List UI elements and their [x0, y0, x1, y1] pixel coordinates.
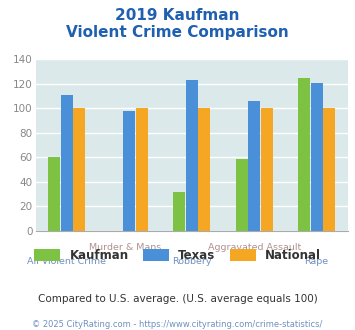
Bar [186, 80, 198, 231]
Text: Aggravated Assault: Aggravated Assault [208, 244, 301, 252]
Bar [198, 109, 210, 231]
Bar [236, 159, 248, 231]
Text: All Violent Crime: All Violent Crime [27, 257, 106, 266]
Text: Rape: Rape [305, 257, 329, 266]
Bar [323, 109, 335, 231]
Bar [173, 192, 185, 231]
Bar [248, 101, 260, 231]
Text: Violent Crime Comparison: Violent Crime Comparison [66, 25, 289, 40]
Bar [298, 78, 310, 231]
Bar [136, 109, 148, 231]
Bar [261, 109, 273, 231]
Bar [73, 109, 85, 231]
Bar [123, 111, 135, 231]
Text: Compared to U.S. average. (U.S. average equals 100): Compared to U.S. average. (U.S. average … [38, 294, 317, 304]
Text: Robbery: Robbery [172, 257, 212, 266]
Text: 2019 Kaufman: 2019 Kaufman [115, 8, 240, 23]
Text: © 2025 CityRating.com - https://www.cityrating.com/crime-statistics/: © 2025 CityRating.com - https://www.city… [32, 320, 323, 329]
Bar [61, 95, 73, 231]
Bar [311, 83, 323, 231]
Text: Murder & Mans...: Murder & Mans... [89, 244, 170, 252]
Bar [48, 157, 60, 231]
Legend: Kaufman, Texas, National: Kaufman, Texas, National [29, 244, 326, 266]
